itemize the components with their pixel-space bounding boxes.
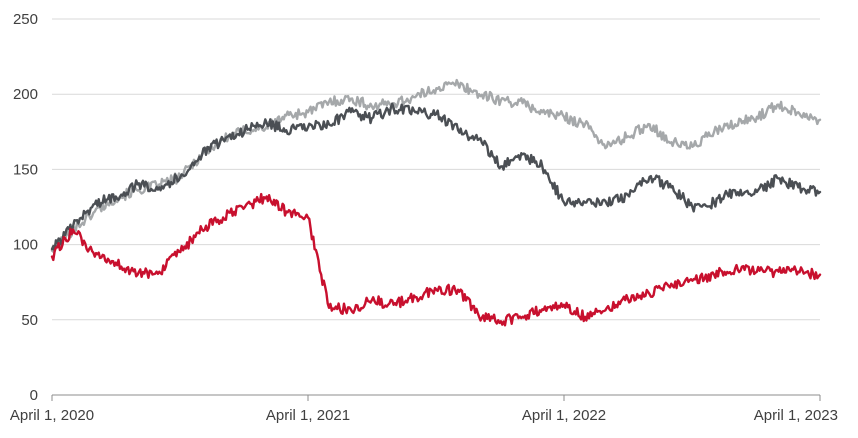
x-tick-label: April 1, 2021 [266,407,350,424]
x-tick-label: April 1, 2020 [10,407,94,424]
series-line-3 [50,192,822,327]
y-tick-label: 250 [13,11,38,28]
series-line-1 [50,78,822,253]
y-tick-label: 50 [21,312,38,329]
y-tick-label: 200 [13,86,38,103]
series-lines [50,78,822,327]
y-tick-label: 150 [13,161,38,178]
series-line-2 [50,102,822,253]
y-tick-label: 0 [30,387,38,404]
axes: 0 50 100 150 200 250 April 1, 2020 April 1, 202… [10,11,838,424]
x-tick-label: April 1, 2023 [754,407,838,424]
y-tick-label: 100 [13,237,38,254]
x-tick-label: April 1, 2022 [522,407,606,424]
gridlines [52,18,820,321]
